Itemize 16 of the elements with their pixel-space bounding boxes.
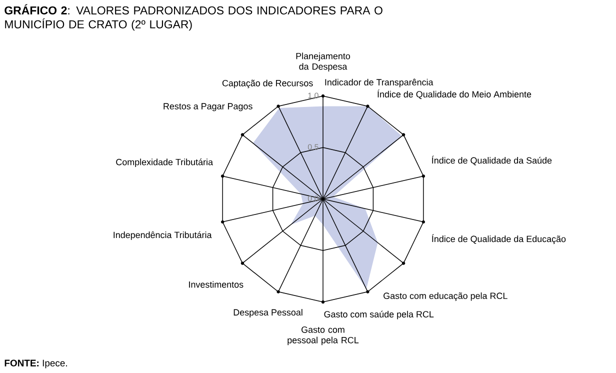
spoke-label: Planejamento da Despesa (296, 52, 350, 72)
spoke-label: Restos a Pagar Pagos (164, 103, 252, 112)
spoke-label: Índice de Qualidade do Meio Ambiente (378, 90, 532, 100)
text: FONTE: Ipece. (4, 360, 67, 368)
chart-title: GRÁFICO 2: VALORES PADRONIZADOS DOS INDICADORES PARA O MUNICÍPIO DE CRATO (2º LUGAR) (4, 4, 382, 31)
spoke-label: Gasto com pessoal pela RCL (288, 326, 359, 346)
spoke-label: Independência Tributária (114, 231, 212, 240)
spoke-label: Índice de Qualidade da Educação (432, 234, 566, 244)
spoke-label: Gasto com educação pela RCL (384, 292, 508, 301)
spoke-label: Gasto com saúde pela RCL (324, 310, 434, 320)
spoke-label: Indicador de Transparência (325, 78, 434, 88)
spoke-label: Complexidade Tributária (116, 158, 213, 168)
spoke-label: Despesa Pessoal (234, 308, 302, 318)
spoke-label: Captação de Recursos (222, 80, 313, 88)
spoke-label: Investimentos (189, 281, 244, 288)
spoke-label: Índice de Qualidade da Saúde (432, 156, 552, 166)
